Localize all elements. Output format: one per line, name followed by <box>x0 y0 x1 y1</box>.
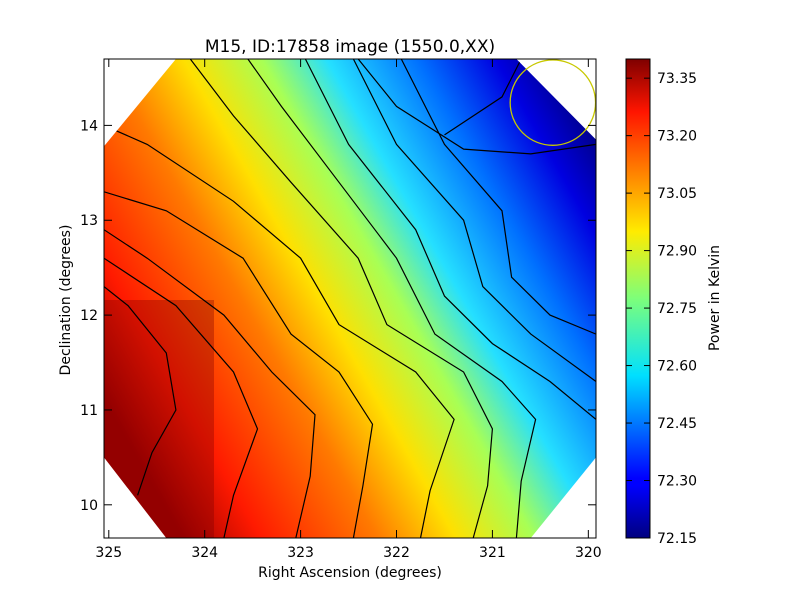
colorbar-tick-label: 73.20 <box>657 129 697 145</box>
colorbar-tick-label: 72.90 <box>657 244 697 260</box>
y-tick-label: 13 <box>80 213 98 229</box>
y-tick-label: 11 <box>80 403 98 419</box>
heatmap-field <box>104 59 596 538</box>
colorbar: 72.15 72.30 72.45 72.60 72.75 72.90 73.05 73.20… <box>625 58 723 547</box>
colorbar-bar <box>625 58 651 539</box>
colorbar-tick-label: 72.30 <box>657 474 697 490</box>
colorbar-tick-label: 72.45 <box>657 416 697 432</box>
contour-line <box>104 286 177 496</box>
colorbar-tick-label: 73.05 <box>657 186 697 202</box>
contour-lines <box>104 59 596 538</box>
x-tick-label: 320 <box>575 545 602 561</box>
contour-line <box>357 59 596 155</box>
y-axis-ticks: 10 11 12 13 14 <box>80 118 596 514</box>
x-tick-label: 321 <box>479 545 506 561</box>
y-tick-label: 12 <box>80 308 98 324</box>
contour-line <box>104 191 374 538</box>
contour-line <box>352 59 596 382</box>
contour-line <box>400 59 596 335</box>
colorbar-tick-label: 72.15 <box>657 531 697 547</box>
x-tick-label: 323 <box>287 545 314 561</box>
colorbar-tick-label: 72.75 <box>657 301 697 317</box>
x-tick-label: 322 <box>383 545 410 561</box>
colorbar-label: Power in Kelvin <box>707 245 723 351</box>
colorbar-tick-label: 73.35 <box>657 71 697 87</box>
contour-line <box>247 59 537 538</box>
contour-line <box>304 59 596 420</box>
x-axis-ticks: 325 324 323 322 321 320 <box>95 59 602 561</box>
contour-line <box>104 229 316 538</box>
x-axis-label: Right Ascension (degrees) <box>258 565 442 581</box>
chart-title: M15, ID:17858 image (1550.0,XX) <box>205 37 495 57</box>
y-axis-label: Declination (degrees) <box>58 225 74 376</box>
colorbar-tick-label: 72.60 <box>657 359 697 375</box>
contour-line <box>104 257 259 538</box>
x-tick-label: 325 <box>95 545 122 561</box>
contour-line <box>444 59 522 136</box>
axes-frame <box>103 58 597 539</box>
contour-line <box>189 59 494 538</box>
colorbar-ticks: 72.15 72.30 72.45 72.60 72.75 72.90 73.05 73.20… <box>626 71 697 547</box>
y-tick-label: 14 <box>80 118 98 134</box>
plot-area <box>103 58 597 539</box>
x-tick-label: 324 <box>191 545 218 561</box>
contour-line <box>104 124 455 538</box>
y-tick-label: 10 <box>80 498 98 514</box>
